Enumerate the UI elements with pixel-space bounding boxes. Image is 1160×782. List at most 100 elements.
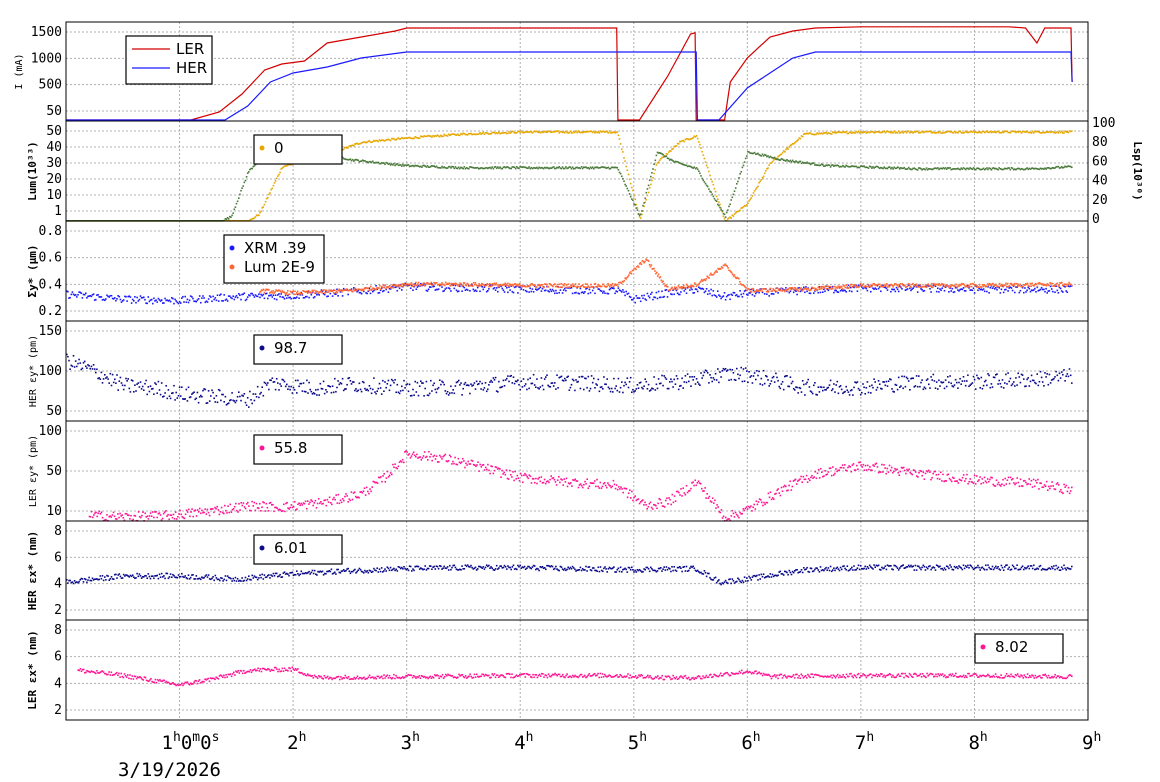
data-point: [618, 391, 621, 393]
data-point: [150, 388, 153, 390]
data-point: [778, 385, 780, 388]
data-point: [219, 389, 221, 392]
data-point: [899, 283, 902, 285]
data-point: [242, 185, 244, 187]
data-point: [360, 160, 363, 162]
data-point: [839, 290, 842, 292]
data-point: [512, 130, 515, 133]
data-point: [265, 288, 267, 291]
data-point: [102, 298, 105, 301]
data-point: [1033, 289, 1035, 291]
data-point: [177, 516, 179, 518]
data-point: [671, 159, 673, 161]
data-point: [477, 285, 479, 287]
data-point: [937, 287, 939, 290]
data-point: [341, 377, 344, 380]
data-point: [981, 168, 984, 170]
data-point: [284, 510, 286, 513]
panel-frame: [65, 21, 1089, 122]
data-point: [542, 286, 544, 288]
data-point: [612, 131, 614, 134]
data-point: [920, 288, 922, 290]
data-point: [380, 139, 383, 141]
data-point: [1005, 130, 1007, 133]
data-point: [815, 288, 818, 290]
data-point: [993, 285, 995, 287]
data-point: [787, 160, 789, 162]
data-point: [449, 287, 451, 290]
data-point: [516, 283, 518, 286]
data-point: [484, 132, 487, 134]
data-point: [194, 509, 197, 511]
data-point: [305, 291, 307, 293]
data-point: [865, 166, 868, 168]
data-point: [339, 291, 342, 293]
data-point: [590, 130, 593, 133]
data-point: [430, 453, 432, 456]
data-point: [1043, 385, 1045, 387]
data-point: [639, 262, 642, 264]
data-point: [993, 130, 996, 133]
data-point: [675, 289, 678, 292]
data-point: [560, 130, 563, 133]
data-point: [997, 285, 999, 288]
data-point: [111, 297, 114, 300]
data-point: [139, 381, 142, 383]
data-point: [763, 172, 766, 175]
data-point: [694, 283, 697, 285]
data-point: [392, 138, 394, 140]
data-point: [873, 378, 875, 380]
data-point: [368, 160, 371, 163]
data-point: [167, 300, 170, 302]
data-point: [542, 131, 545, 133]
data-point: [554, 382, 556, 384]
data-point: [403, 379, 405, 382]
data-point: [939, 288, 941, 290]
data-point: [394, 284, 396, 286]
data-point: [983, 131, 986, 134]
data-point: [365, 292, 367, 294]
data-point: [436, 461, 439, 463]
data-point: [372, 160, 374, 163]
data-point: [1058, 286, 1061, 289]
data-point: [709, 274, 711, 276]
data-point: [306, 295, 308, 298]
data-point: [409, 457, 412, 459]
data-point: [803, 288, 805, 290]
data-point: [575, 291, 577, 294]
data-point: [915, 283, 918, 285]
data-point: [426, 135, 429, 137]
data-point: [534, 284, 536, 287]
data-point: [789, 290, 792, 292]
data-point: [619, 172, 622, 175]
data-point: [581, 284, 583, 287]
data-point: [962, 167, 965, 169]
data-point: [725, 295, 728, 298]
data-point: [791, 159, 794, 162]
data-point: [442, 455, 444, 458]
data-point: [494, 289, 497, 291]
data-point: [667, 387, 670, 390]
data-point: [842, 392, 844, 395]
data-point: [571, 285, 573, 287]
data-point: [197, 511, 200, 513]
data-point: [896, 288, 899, 291]
data-point: [310, 390, 313, 393]
data-point: [667, 290, 670, 293]
data-point: [268, 294, 270, 297]
data-point: [78, 291, 80, 293]
data-point: [833, 131, 835, 134]
data-point: [950, 130, 952, 133]
data-point: [149, 385, 152, 387]
data-point: [980, 288, 983, 290]
data-point: [853, 165, 855, 168]
data-point: [345, 493, 347, 495]
data-point: [937, 167, 939, 169]
data-point: [691, 285, 693, 288]
data-point: [931, 168, 933, 171]
data-point: [837, 131, 840, 133]
data-point: [1031, 282, 1033, 285]
data-point: [167, 389, 170, 391]
data-point: [552, 166, 555, 168]
data-point: [571, 378, 574, 381]
